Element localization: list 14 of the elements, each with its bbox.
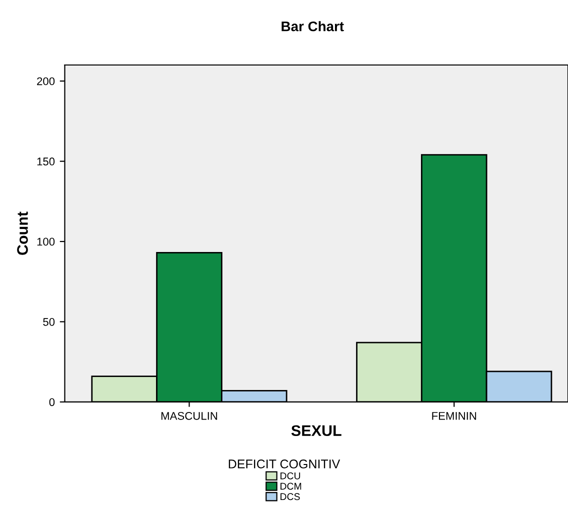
x-tick-label: MASCULIN — [161, 412, 218, 420]
y-tick-label: 200 — [37, 77, 55, 86]
legend-label: DCM — [280, 482, 302, 490]
legend-title: DEFICIT COGNITIV — [228, 460, 340, 468]
legend-label: DCU — [280, 472, 300, 480]
x-tick-label: FEMININ — [432, 412, 476, 420]
y-tick-label: 100 — [37, 238, 55, 246]
chart-title: Bar Chart — [282, 21, 344, 32]
y-tick-label: 50 — [43, 318, 55, 326]
legend-label: DCS — [280, 493, 300, 500]
y-tick-label: 0 — [49, 398, 55, 406]
x-axis-title: SEXUL — [291, 425, 342, 436]
y-tick-label: 150 — [37, 158, 55, 166]
y-axis-title: Count — [17, 212, 28, 255]
